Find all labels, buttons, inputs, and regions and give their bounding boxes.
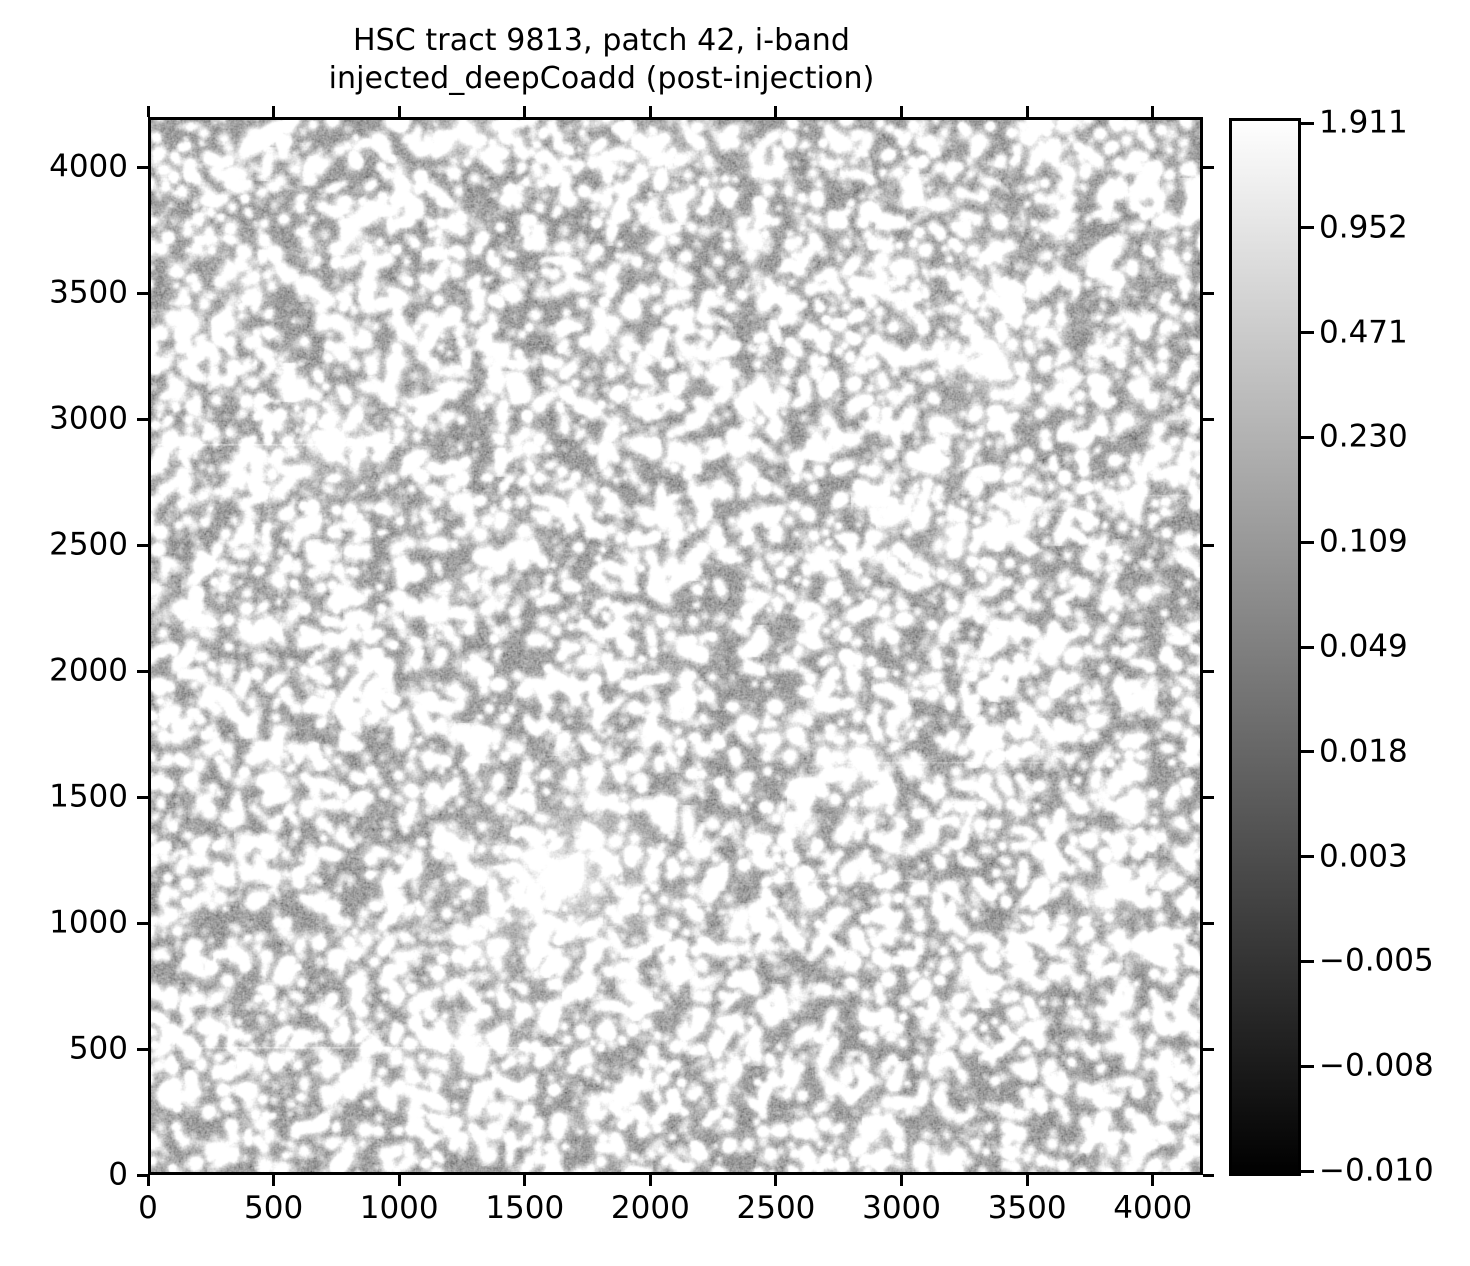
x-ticklabel: 1000 <box>359 1190 439 1226</box>
colorbar-tick <box>1301 750 1314 754</box>
x-tick-top <box>648 106 652 117</box>
y-tick-right <box>1203 921 1214 925</box>
x-tick <box>272 1175 276 1186</box>
y-tick <box>137 291 148 295</box>
y-ticklabel: 3500 <box>49 274 128 311</box>
x-ticklabel: 1500 <box>485 1190 565 1226</box>
y-tick-right <box>1203 291 1214 295</box>
colorbar-tick <box>1301 645 1314 649</box>
colorbar-tick <box>1301 435 1314 439</box>
y-ticklabel: 0 <box>108 1156 128 1193</box>
y-ticklabel: 2000 <box>49 652 128 689</box>
x-tick <box>523 1175 527 1186</box>
y-ticklabel: 1500 <box>49 778 128 815</box>
x-tick <box>1151 1175 1155 1186</box>
y-ticklabel: 1000 <box>49 904 128 941</box>
sky-image <box>148 117 1203 1175</box>
y-tick <box>137 1047 148 1051</box>
x-tick-top <box>523 106 527 117</box>
x-ticklabel: 2500 <box>736 1190 816 1226</box>
y-tick <box>137 921 148 925</box>
y-tick-right <box>1203 165 1214 169</box>
x-tick <box>900 1175 904 1186</box>
colorbar-ticklabel: 0.109 <box>1319 523 1408 560</box>
y-tick <box>137 795 148 799</box>
colorbar-tick <box>1301 226 1314 230</box>
x-ticklabel: 500 <box>244 1190 304 1226</box>
colorbar-tick <box>1301 121 1314 125</box>
plot-title: HSC tract 9813, patch 42, i-band injecte… <box>328 23 875 96</box>
image-axes[interactable] <box>148 117 1203 1175</box>
colorbar-ticklabel: −0.010 <box>1319 1152 1434 1189</box>
colorbar-ticklabel: 0.471 <box>1319 314 1408 351</box>
colorbar-ticklabel: 0.049 <box>1319 628 1408 665</box>
x-ticklabel: 2000 <box>610 1190 690 1226</box>
x-tick-top <box>900 106 904 117</box>
colorbar-ticklabel: 1.911 <box>1319 104 1408 141</box>
colorbar-ticklabel: −0.005 <box>1319 942 1434 979</box>
y-ticklabel: 500 <box>68 1030 128 1067</box>
y-tick <box>137 669 148 673</box>
x-tick-top <box>146 106 150 117</box>
x-ticklabel: 4000 <box>1113 1190 1193 1226</box>
colorbar-ticklabel: −0.008 <box>1319 1047 1434 1084</box>
x-tick-top <box>1151 106 1155 117</box>
colorbar-ticklabel: 0.003 <box>1319 838 1408 875</box>
x-tick-top <box>1025 106 1029 117</box>
colorbar-ticklabel: 0.018 <box>1319 733 1408 770</box>
y-ticklabel: 3000 <box>49 400 128 437</box>
x-tick <box>397 1175 401 1186</box>
colorbar-gradient[interactable] <box>1229 118 1301 1176</box>
y-ticklabel: 4000 <box>49 148 128 185</box>
x-tick <box>1025 1175 1029 1186</box>
colorbar-ticklabel: 0.952 <box>1319 209 1408 246</box>
colorbar-tick <box>1301 540 1314 544</box>
colorbar-tick <box>1301 959 1314 963</box>
y-tick-right <box>1203 543 1214 547</box>
y-tick-right <box>1203 1047 1214 1051</box>
y-tick-right <box>1203 1173 1214 1177</box>
x-tick-top <box>774 106 778 117</box>
x-ticklabel: 3500 <box>987 1190 1067 1226</box>
y-tick-right <box>1203 669 1214 673</box>
y-tick <box>137 1173 148 1177</box>
colorbar-tick <box>1301 855 1314 859</box>
x-tick <box>146 1175 150 1186</box>
colorbar-tick <box>1301 1064 1314 1068</box>
colorbar-tick <box>1301 331 1314 335</box>
y-tick-right <box>1203 795 1214 799</box>
x-ticklabel: 0 <box>138 1190 158 1226</box>
y-ticklabel: 2500 <box>49 526 128 563</box>
x-ticklabel: 3000 <box>862 1190 942 1226</box>
y-tick-right <box>1203 417 1214 421</box>
colorbar-ticklabel: 0.230 <box>1319 418 1408 455</box>
y-tick <box>137 543 148 547</box>
x-tick <box>648 1175 652 1186</box>
x-tick-top <box>272 106 276 117</box>
x-tick-top <box>397 106 401 117</box>
x-tick <box>774 1175 778 1186</box>
y-tick <box>137 165 148 169</box>
colorbar-tick <box>1301 1169 1314 1173</box>
y-tick <box>137 417 148 421</box>
